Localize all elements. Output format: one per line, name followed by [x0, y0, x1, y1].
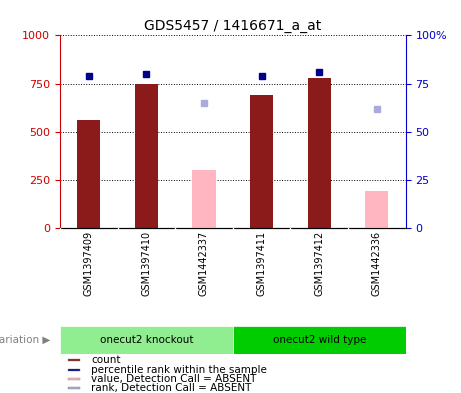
Bar: [68, 369, 80, 371]
Text: GSM1397409: GSM1397409: [84, 231, 94, 296]
Bar: [365, 191, 388, 228]
Bar: [77, 120, 100, 228]
Text: GSM1442337: GSM1442337: [199, 231, 209, 296]
Text: value, Detection Call = ABSENT: value, Detection Call = ABSENT: [91, 374, 257, 384]
Bar: [250, 95, 273, 228]
Bar: [135, 83, 158, 228]
Text: onecut2 wild type: onecut2 wild type: [272, 335, 366, 345]
Text: genotype/variation ▶: genotype/variation ▶: [0, 335, 51, 345]
Bar: [68, 387, 80, 389]
Text: GSM1397411: GSM1397411: [257, 231, 266, 296]
Text: onecut2 knockout: onecut2 knockout: [100, 335, 193, 345]
Bar: [308, 78, 331, 228]
Text: count: count: [91, 355, 121, 365]
Bar: [193, 170, 216, 228]
Text: rank, Detection Call = ABSENT: rank, Detection Call = ABSENT: [91, 383, 252, 393]
Bar: [68, 378, 80, 380]
Bar: [60, 326, 233, 354]
Text: GSM1397410: GSM1397410: [142, 231, 151, 296]
Bar: [233, 326, 406, 354]
Title: GDS5457 / 1416671_a_at: GDS5457 / 1416671_a_at: [144, 19, 321, 33]
Text: GSM1442336: GSM1442336: [372, 231, 382, 296]
Text: GSM1397412: GSM1397412: [314, 231, 324, 296]
Bar: [68, 360, 80, 361]
Text: percentile rank within the sample: percentile rank within the sample: [91, 365, 267, 375]
